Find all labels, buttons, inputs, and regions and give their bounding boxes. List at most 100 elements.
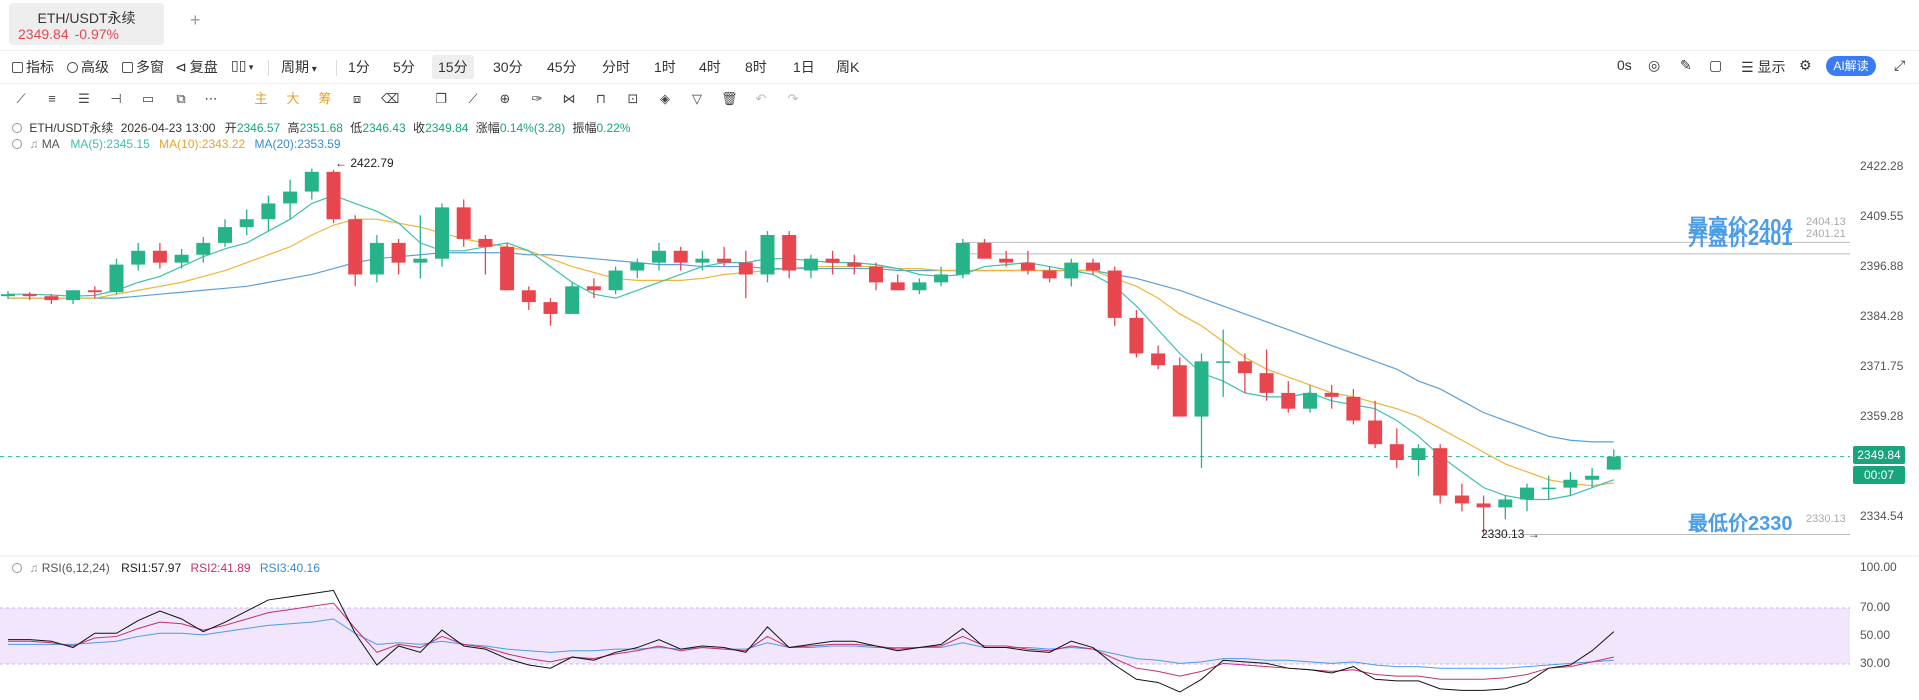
pattern-icon[interactable]: ⋈ bbox=[562, 91, 576, 106]
ma10-value: MA(10):2343.22 bbox=[159, 137, 246, 151]
candle bbox=[218, 219, 232, 247]
replay-button[interactable]: ⊲ 复盘 bbox=[175, 57, 218, 77]
candle bbox=[934, 266, 949, 287]
candle bbox=[1, 291, 15, 299]
advanced-button[interactable]: 高级 bbox=[67, 57, 109, 77]
amplitude-label: 振幅 bbox=[572, 121, 597, 135]
zoom-icon[interactable]: ⊕ bbox=[499, 91, 511, 106]
candle-body bbox=[977, 242, 992, 259]
candle bbox=[131, 242, 146, 271]
tab-price-change: -0.97% bbox=[74, 26, 119, 42]
lock-icon[interactable]: ⊓ bbox=[595, 91, 607, 106]
settings-icon[interactable]: ⚙ bbox=[1799, 57, 1812, 73]
interval-15m[interactable]: 15分 bbox=[432, 55, 474, 79]
bell-icon[interactable]: ♫ bbox=[29, 137, 39, 151]
redo-icon[interactable]: ↷ bbox=[787, 91, 799, 106]
candle bbox=[44, 294, 59, 305]
brush-icon[interactable]: ✑ bbox=[531, 91, 543, 106]
add-tab-button[interactable]: + bbox=[190, 10, 201, 30]
price-tick: 2359.28 bbox=[1860, 409, 1904, 423]
interval-45m[interactable]: 45分 bbox=[547, 59, 577, 75]
ma20-value: MA(20):2353.59 bbox=[254, 137, 341, 151]
ma5-value: MA(5):2345.15 bbox=[70, 137, 150, 151]
interval-1m[interactable]: 1分 bbox=[348, 59, 370, 75]
candle-body bbox=[1541, 487, 1556, 490]
indicators-label: 指标 bbox=[26, 59, 54, 75]
rectangle-icon[interactable]: ▭ bbox=[141, 91, 155, 106]
candle-body bbox=[435, 207, 449, 259]
period-label: 周期 bbox=[281, 59, 309, 75]
price-tick: 2334.54 bbox=[1860, 509, 1904, 523]
candle-body bbox=[196, 242, 211, 255]
interval-30m[interactable]: 30分 bbox=[493, 59, 523, 75]
interval-5m[interactable]: 5分 bbox=[393, 59, 415, 75]
period-dropdown[interactable]: 周期 ▾ bbox=[281, 57, 317, 77]
screenshot-icon[interactable]: ⊡ bbox=[627, 91, 639, 106]
seconds-label[interactable]: 0s bbox=[1617, 57, 1632, 73]
high-label: 高 bbox=[287, 121, 300, 135]
layers-icon[interactable]: ⧈ bbox=[352, 91, 362, 106]
ruler-icon[interactable]: ⧉ bbox=[176, 91, 186, 106]
chips-icon[interactable]: 筹 bbox=[318, 91, 332, 106]
candles bbox=[1, 168, 1621, 535]
camera-icon[interactable]: ◎ bbox=[1648, 57, 1661, 73]
expand-icon[interactable]: ⤢ bbox=[1894, 57, 1906, 73]
candle bbox=[1020, 250, 1035, 275]
candle bbox=[1389, 428, 1404, 468]
candle-body bbox=[283, 191, 298, 204]
interval-1d[interactable]: 1日 bbox=[793, 59, 815, 75]
copy-icon[interactable]: ❐ bbox=[435, 91, 447, 106]
horizontal-lines-icon[interactable]: ☰ bbox=[78, 91, 90, 106]
main-force-icon[interactable]: 主 bbox=[254, 91, 268, 106]
candle bbox=[695, 250, 710, 271]
measure-icon[interactable]: ⟋ bbox=[468, 91, 478, 106]
rsi-tick: 100.00 bbox=[1860, 560, 1897, 574]
candle bbox=[955, 238, 970, 279]
undo-icon[interactable]: ↶ bbox=[755, 91, 767, 106]
large-order-icon[interactable]: 大 bbox=[286, 91, 300, 106]
low-price-label: 最低价2330 bbox=[1688, 513, 1793, 535]
chart-type-button[interactable]: ▯▯ ▾ bbox=[231, 57, 253, 74]
trend-line-icon[interactable]: ⟋ bbox=[16, 91, 26, 106]
parallel-lines-icon[interactable]: ≡ bbox=[48, 91, 56, 106]
candle-body bbox=[1107, 270, 1122, 318]
interval-8h[interactable]: 8时 bbox=[745, 59, 767, 75]
candle bbox=[22, 292, 37, 301]
interval-1h[interactable]: 1时 bbox=[654, 59, 676, 75]
low-label: 低 bbox=[350, 121, 363, 135]
candle-body bbox=[738, 262, 753, 275]
symbol-tab-title: ETH/USDT永续 bbox=[37, 10, 136, 26]
pen-icon[interactable]: ✎ bbox=[1680, 57, 1692, 73]
candle bbox=[803, 254, 818, 279]
note-icon[interactable]: ▢ bbox=[1709, 57, 1723, 73]
multi-window-button[interactable]: 多窗 bbox=[122, 57, 164, 77]
trash-icon[interactable]: 🗑 bbox=[721, 91, 738, 106]
interval-timeshare[interactable]: 分时 bbox=[602, 59, 630, 75]
filter-icon[interactable]: ▽ bbox=[692, 91, 702, 106]
indicators-button[interactable]: 指标 bbox=[12, 57, 54, 77]
chevron-down-icon: ▾ bbox=[246, 62, 254, 72]
magnet-icon[interactable]: ◈ bbox=[660, 91, 670, 106]
ai-analysis-button[interactable]: AI解读 bbox=[1826, 56, 1876, 76]
candle bbox=[1346, 388, 1361, 425]
toggle-icon[interactable] bbox=[12, 563, 22, 573]
candle bbox=[1520, 483, 1534, 512]
symbol-tab[interactable]: ETH/USDT永续 2349.84 -0.97% bbox=[9, 3, 164, 45]
candle-body bbox=[847, 262, 862, 267]
interval-1w[interactable]: 周K bbox=[836, 59, 860, 75]
candle-body bbox=[1346, 396, 1361, 421]
display-button[interactable]: ☰ 显示 bbox=[1741, 57, 1785, 77]
candle-body bbox=[934, 274, 949, 283]
toggle-icon[interactable] bbox=[12, 123, 22, 133]
horizontal-ray-icon[interactable]: ⊣ bbox=[110, 91, 122, 106]
tab-bar: ETH/USDT永续 2349.84 -0.97% + bbox=[0, 0, 1919, 51]
candle-body bbox=[630, 262, 645, 271]
bell-icon[interactable]: ♫ bbox=[29, 561, 39, 575]
toggle-icon[interactable] bbox=[12, 139, 22, 149]
interval-4h[interactable]: 4时 bbox=[699, 59, 721, 75]
more-icon[interactable]: ⋯ bbox=[204, 91, 218, 106]
eraser-icon[interactable]: ⌫ bbox=[381, 91, 400, 106]
price-tick: 2409.55 bbox=[1860, 209, 1904, 223]
candle-body bbox=[803, 258, 818, 271]
